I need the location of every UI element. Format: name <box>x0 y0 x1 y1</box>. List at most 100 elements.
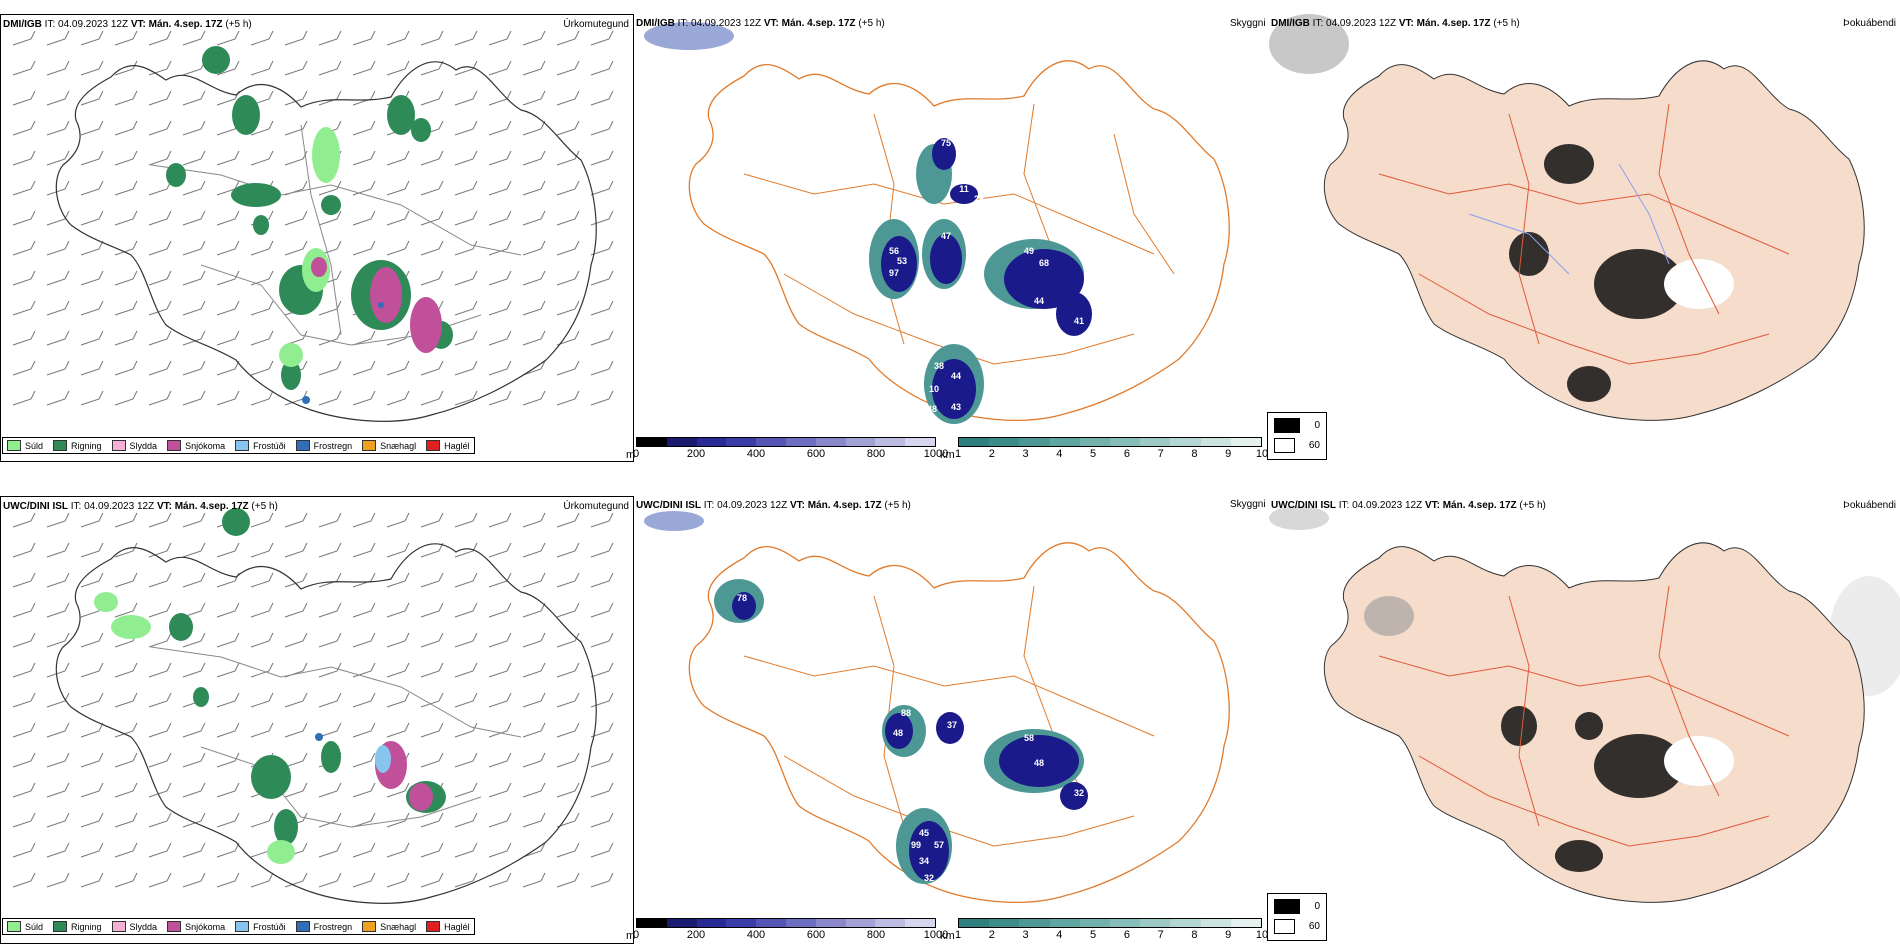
wind-barb <box>216 150 240 166</box>
wind-barb <box>250 270 274 286</box>
wind-barb <box>386 240 410 256</box>
colorbar-tick-label: 400 <box>746 929 766 941</box>
visibility-value-label: 37 <box>947 720 957 730</box>
wind-barb <box>80 692 104 708</box>
wind-barb <box>522 542 546 558</box>
colorbar-tick-label: 4 <box>1056 448 1063 460</box>
wind-barb <box>46 360 70 376</box>
colorbar-swatch <box>1110 438 1141 446</box>
colorbar-tick-label: 200 <box>686 929 706 941</box>
wind-barb <box>12 150 36 166</box>
wind-barb <box>148 390 172 406</box>
wind-barb <box>590 782 614 798</box>
wind-barb <box>386 180 410 196</box>
colorbar-swatch <box>666 438 697 446</box>
wind-barb <box>522 872 546 888</box>
wind-barb <box>114 812 138 828</box>
wind-barb <box>522 60 546 76</box>
visibility-colorbar-row1: 1 2 3 4 5 6 7 8 9 10 km <box>940 437 1268 461</box>
colorbar-tick-label: 10 <box>1255 929 1269 941</box>
colorbar-swatch <box>1170 438 1201 446</box>
wind-barb <box>522 722 546 738</box>
wind-barb <box>148 150 172 166</box>
wind-barb <box>590 662 614 678</box>
colorbar-tick-label: 2 <box>988 929 995 941</box>
wind-barb <box>216 752 240 768</box>
wind-barb <box>182 210 206 226</box>
colorbar-tick-label: 8 <box>1191 929 1198 941</box>
wind-barb <box>46 330 70 346</box>
wind-barb <box>454 692 478 708</box>
wind-barb <box>318 512 342 528</box>
wind-barb <box>250 30 274 46</box>
wind-barb <box>46 572 70 588</box>
wind-barb <box>488 632 512 648</box>
wind-barb <box>148 512 172 528</box>
wind-barb <box>216 782 240 798</box>
wind-barb <box>216 872 240 888</box>
wind-barb <box>12 812 36 828</box>
wind-barb <box>284 752 308 768</box>
wind-barb <box>182 662 206 678</box>
wind-barb <box>284 90 308 106</box>
wind-barb <box>284 210 308 226</box>
wind-barb <box>352 360 376 376</box>
wind-barb <box>522 782 546 798</box>
visibility-value-label: 53 <box>897 256 907 266</box>
wind-barb <box>454 90 478 106</box>
wind-barb <box>386 782 410 798</box>
wind-barb <box>148 722 172 738</box>
visibility-value-label: 38 <box>934 361 944 371</box>
wind-barb <box>386 692 410 708</box>
wind-barb <box>46 782 70 798</box>
wind-barb <box>80 572 104 588</box>
wind-barb <box>148 842 172 858</box>
wind-barb <box>182 330 206 346</box>
wind-barb <box>80 150 104 166</box>
wind-barb <box>352 30 376 46</box>
wind-barb <box>590 150 614 166</box>
wind-barb <box>80 90 104 106</box>
wind-barb <box>12 60 36 76</box>
wind-barb <box>250 542 274 558</box>
wind-barb <box>114 210 138 226</box>
wind-barb <box>80 390 104 406</box>
wind-barb <box>318 180 342 196</box>
wind-barb <box>182 872 206 888</box>
wind-barb <box>46 300 70 316</box>
wind-barb <box>454 60 478 76</box>
wind-barb <box>182 542 206 558</box>
wind-barb <box>250 572 274 588</box>
colorbar-tick-label: 4 <box>1056 929 1063 941</box>
wind-barb <box>148 602 172 618</box>
panel-header: UWC/DINI ISL IT: 04.09.2023 12Z VT: Mán.… <box>3 501 278 512</box>
wind-barb <box>522 842 546 858</box>
wind-barb <box>386 842 410 858</box>
wind-barb <box>488 90 512 106</box>
wind-barb <box>386 722 410 738</box>
wind-barb <box>148 120 172 136</box>
wind-barb <box>12 300 36 316</box>
wind-barb <box>148 782 172 798</box>
wind-barb <box>522 30 546 46</box>
colorbar-swatch <box>905 438 935 446</box>
wind-barb <box>556 270 580 286</box>
colorbar-tick-label: 400 <box>746 448 766 460</box>
wind-barb <box>352 842 376 858</box>
wind-barb <box>590 180 614 196</box>
wind-barb <box>80 782 104 798</box>
wind-barb <box>386 60 410 76</box>
wind-barb <box>46 812 70 828</box>
wind-barb <box>284 572 308 588</box>
wind-barb <box>590 120 614 136</box>
wind-barb <box>318 842 342 858</box>
wind-barb <box>556 572 580 588</box>
wind-barb <box>80 842 104 858</box>
colorbar-swatch <box>1230 438 1262 446</box>
wind-barb <box>318 602 342 618</box>
colorbar-tick-label: 600 <box>806 448 826 460</box>
colorbar-tick-label: 2 <box>988 448 995 460</box>
colorbar-swatch <box>696 438 727 446</box>
wind-barb <box>182 120 206 136</box>
wind-barb <box>420 150 444 166</box>
